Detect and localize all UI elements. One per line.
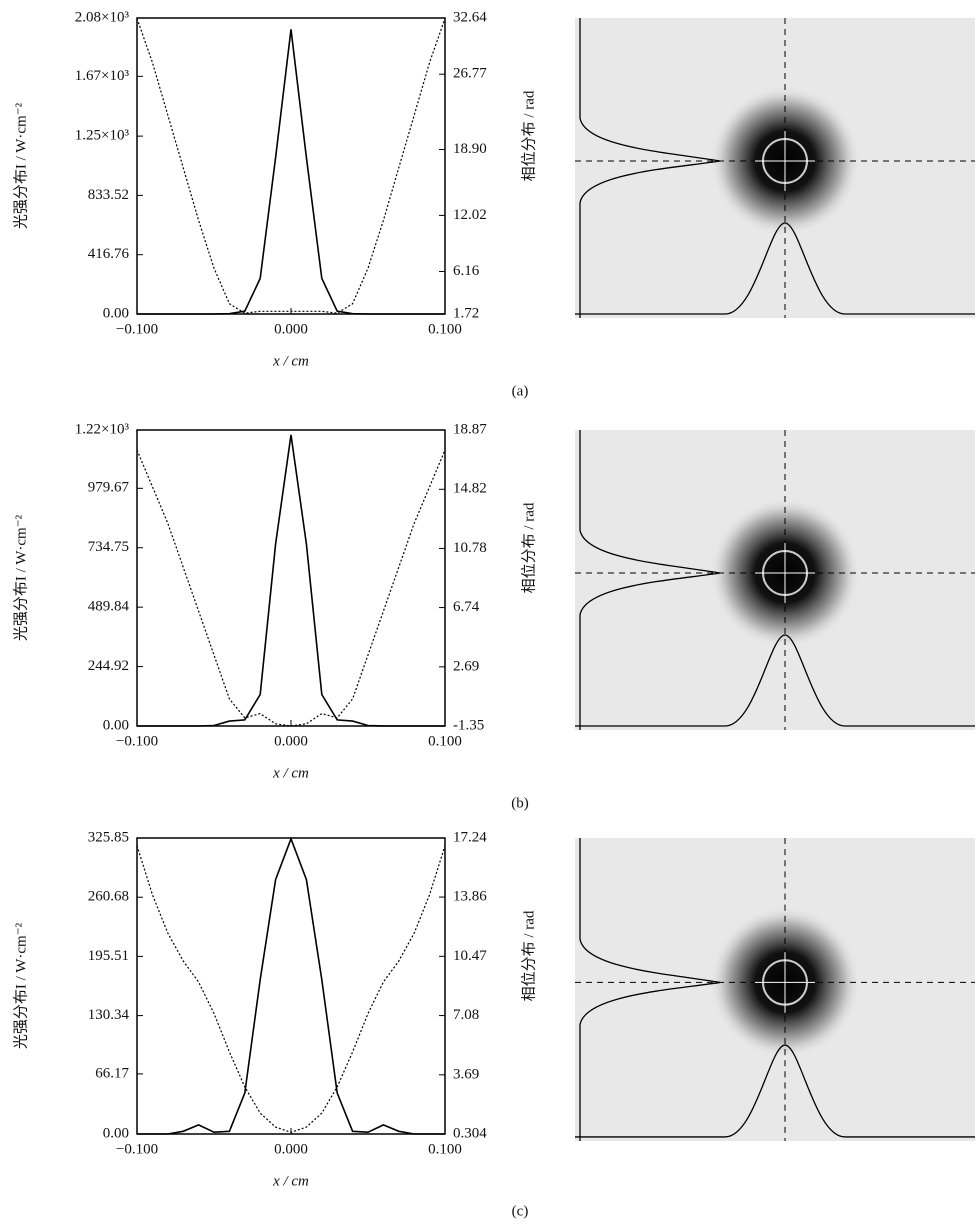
x-axis-label: x / cm — [272, 1173, 309, 1189]
plot-frame — [136, 429, 446, 727]
y-axis-label: 光强分布I / W·cm⁻² — [12, 514, 29, 641]
y-tick-label: 130.34 — [88, 1007, 130, 1023]
y-axis-label: 光强分布I / W·cm⁻² — [12, 102, 29, 229]
beam-image — [573, 836, 977, 1143]
y-tick-label: 0.00 — [103, 1125, 129, 1141]
phase-line — [136, 449, 446, 727]
y2-tick-label: -1.35 — [453, 717, 484, 733]
y-tick-label: 325.85 — [88, 829, 129, 845]
y2-tick-label: 26.77 — [453, 66, 487, 82]
phase-line — [136, 845, 446, 1133]
x-tick-label: −0.100 — [116, 733, 158, 749]
y2-tick-label: 1.72 — [453, 305, 479, 321]
y-tick-label: 244.92 — [88, 658, 129, 674]
y2-tick-label: 14.82 — [453, 481, 487, 497]
y-tick-label: 1.67×10³ — [75, 68, 130, 84]
y2-tick-label: 13.86 — [453, 889, 487, 905]
y-tick-label: 2.08×10³ — [75, 9, 130, 25]
intensity-line — [137, 836, 445, 1135]
y-tick-label: 833.52 — [88, 187, 129, 203]
x-tick-label: 0.000 — [274, 1141, 308, 1157]
y-tick-label: 260.68 — [88, 889, 129, 905]
y-tick-label: 66.17 — [95, 1065, 129, 1081]
x-tick-label: 0.100 — [428, 733, 462, 749]
y-tick-label: 979.67 — [88, 480, 130, 496]
x-axis-label: x / cm — [272, 765, 309, 781]
y2-tick-label: 32.64 — [453, 9, 487, 25]
y2-axis-label: 相位分布 / rad — [520, 90, 537, 181]
y-tick-label: 416.76 — [88, 246, 130, 262]
phase-line — [136, 18, 446, 314]
y-tick-label: 1.25×10³ — [75, 128, 130, 144]
y2-tick-label: 18.87 — [453, 421, 487, 437]
x-tick-label: 0.000 — [274, 321, 308, 337]
intensity-line — [137, 434, 445, 727]
x-tick-label: −0.100 — [116, 321, 158, 337]
y2-tick-label: 6.16 — [453, 263, 480, 279]
y2-tick-label: 12.02 — [453, 207, 487, 223]
y-tick-label: 1.22×10³ — [75, 421, 130, 437]
y-axis-label: 光强分布I / W·cm⁻² — [12, 922, 29, 1049]
beam-image — [574, 17, 976, 319]
x-tick-label: 0.100 — [428, 321, 462, 337]
beam-image — [574, 429, 976, 731]
y2-tick-label: 17.24 — [453, 829, 487, 845]
intensity-line — [137, 29, 445, 315]
y2-tick-label: 6.74 — [453, 599, 480, 615]
y-tick-label: 0.00 — [103, 717, 129, 733]
x-tick-label: −0.100 — [116, 1141, 158, 1157]
y-tick-label: 0.00 — [103, 305, 129, 321]
panel-label: (b) — [511, 795, 529, 811]
y2-axis-label: 相位分布 / rad — [520, 502, 537, 593]
panel-label: (c) — [512, 1203, 529, 1219]
y2-tick-label: 18.90 — [453, 141, 487, 157]
y2-tick-label: 0.304 — [453, 1125, 487, 1141]
y2-axis-label: 相位分布 / rad — [520, 910, 537, 1001]
y-tick-label: 734.75 — [88, 539, 129, 555]
y2-tick-label: 10.78 — [453, 540, 487, 556]
y-tick-label: 195.51 — [88, 948, 129, 964]
x-tick-label: 0.000 — [274, 733, 308, 749]
y2-tick-label: 3.69 — [453, 1066, 479, 1082]
y-tick-label: 489.84 — [88, 599, 130, 615]
y2-tick-label: 7.08 — [453, 1007, 479, 1023]
y2-tick-label: 2.69 — [453, 658, 479, 674]
y2-tick-label: 10.47 — [453, 948, 487, 964]
x-tick-label: 0.100 — [428, 1141, 462, 1157]
plot-frame — [136, 17, 446, 315]
x-axis-label: x / cm — [272, 353, 309, 369]
panel-label: (a) — [512, 383, 529, 399]
plot-frame — [136, 837, 446, 1135]
